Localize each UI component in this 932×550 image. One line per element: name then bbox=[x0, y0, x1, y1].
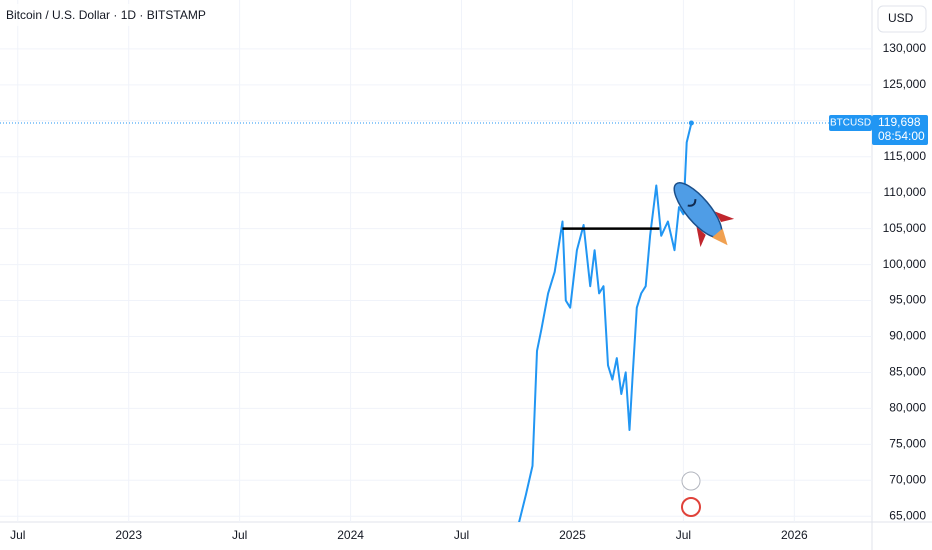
x-tick-label: Jul bbox=[676, 528, 691, 542]
y-tick-label: 105,000 bbox=[883, 221, 927, 235]
currency-label[interactable]: USD bbox=[888, 11, 914, 25]
y-tick-label: 65,000 bbox=[889, 508, 926, 522]
y-tick-label: 95,000 bbox=[889, 293, 926, 307]
x-tick-label: 2023 bbox=[115, 528, 142, 542]
symbol-tag bbox=[829, 114, 872, 131]
y-tick-label: 70,000 bbox=[889, 472, 926, 486]
rocket-icon bbox=[673, 182, 735, 248]
y-tick-label: 90,000 bbox=[889, 329, 926, 343]
x-tick-label: Jul bbox=[232, 528, 247, 542]
y-tick-label: 130,000 bbox=[883, 41, 927, 55]
currency-button[interactable] bbox=[877, 5, 927, 33]
last-point bbox=[688, 120, 694, 126]
y-tick-label: 110,000 bbox=[884, 185, 927, 199]
y-tick-label: 75,000 bbox=[889, 437, 926, 451]
y-tick-label: 115,000 bbox=[884, 149, 927, 163]
y-tick-label: 80,000 bbox=[889, 401, 926, 415]
y-tick-label: 85,000 bbox=[889, 365, 926, 379]
price-tag-label: 119,698 bbox=[878, 115, 921, 129]
price-line bbox=[518, 122, 693, 522]
title-bg bbox=[0, 4, 200, 26]
x-tick-label: 2024 bbox=[337, 528, 364, 542]
x-tick-label: 2025 bbox=[559, 528, 586, 542]
x-tick-label: Jul bbox=[10, 528, 25, 542]
symbol-label: BTCUSD bbox=[830, 118, 871, 129]
x-tick-label: Jul bbox=[454, 528, 469, 542]
x-tick-label: 2026 bbox=[781, 528, 808, 542]
y-tick-label: 100,000 bbox=[883, 257, 927, 271]
countdown-label: 08:54:00 bbox=[878, 129, 925, 143]
chart-title: Bitcoin / U.S. Dollar · 1D · BITSTAMP bbox=[6, 8, 206, 22]
y-tick-label: 125,000 bbox=[883, 77, 927, 91]
price-axis bbox=[872, 0, 932, 550]
price-tag bbox=[872, 114, 928, 145]
event-icon bbox=[681, 471, 701, 517]
